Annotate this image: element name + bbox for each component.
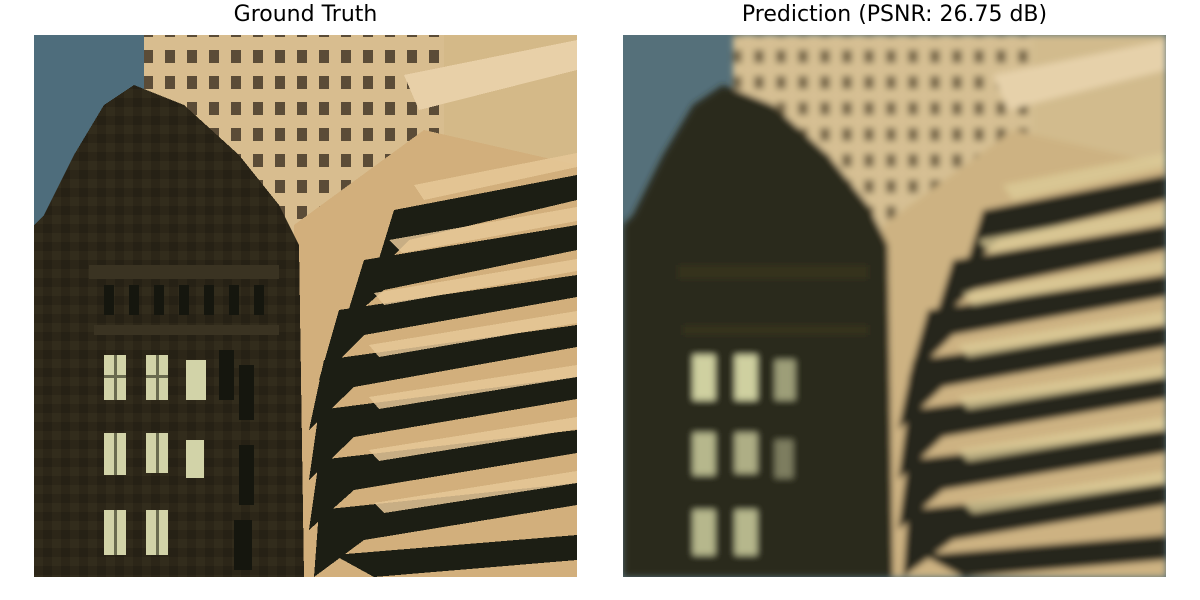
- ground-truth-title: Ground Truth: [233, 2, 378, 27]
- ground-truth-image: [34, 35, 577, 577]
- prediction-image: [623, 35, 1166, 577]
- prediction-title: Prediction (PSNR: 26.75 dB): [741, 2, 1048, 27]
